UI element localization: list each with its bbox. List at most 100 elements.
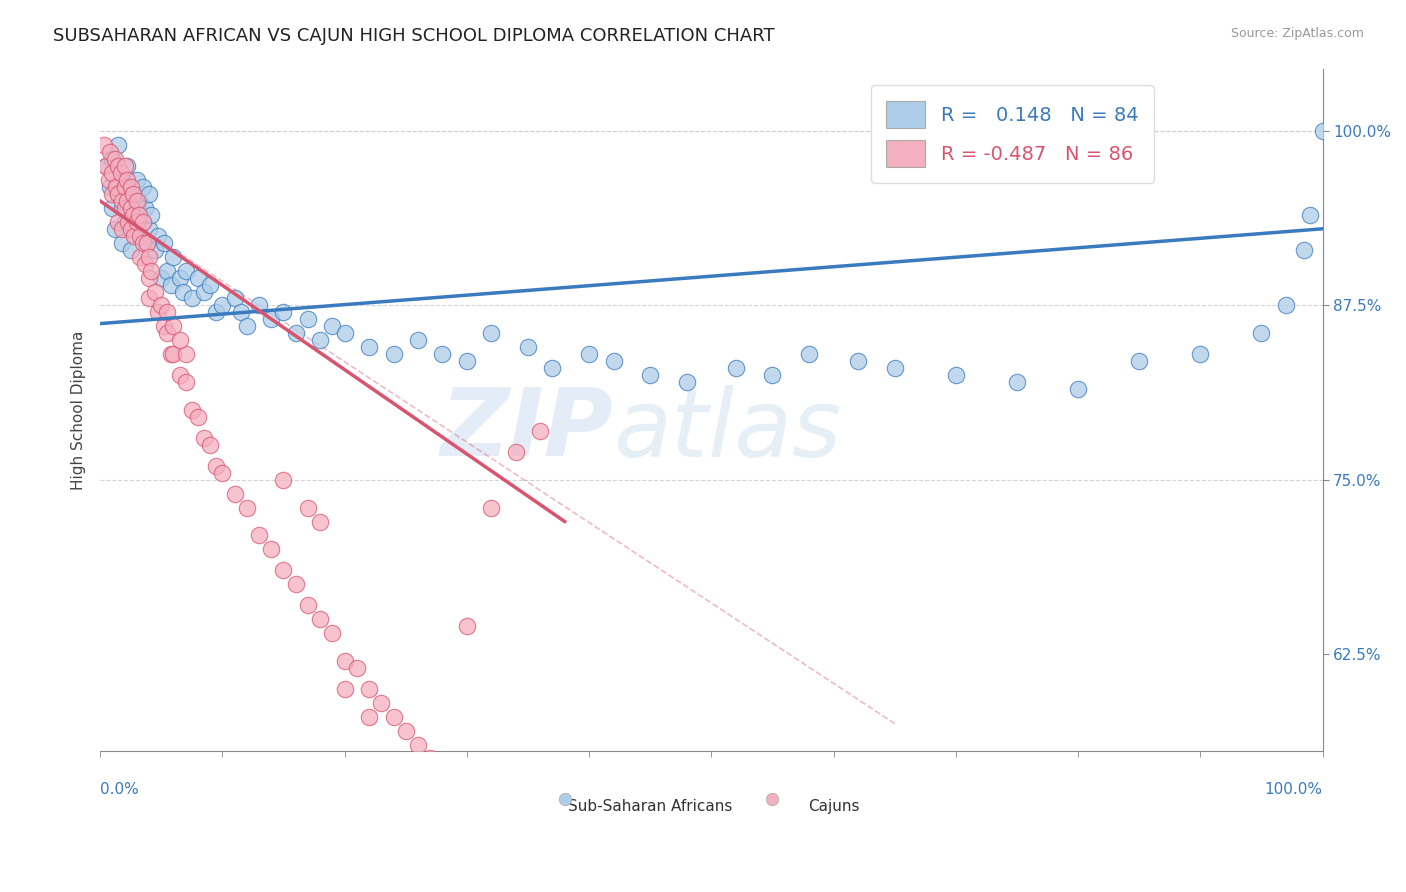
Point bbox=[172, 285, 194, 299]
Point bbox=[132, 215, 155, 229]
Point bbox=[479, 326, 502, 341]
Point bbox=[333, 654, 356, 668]
Point bbox=[129, 228, 152, 243]
Point bbox=[309, 334, 332, 348]
Point bbox=[115, 194, 138, 208]
Point bbox=[117, 215, 139, 229]
Point bbox=[111, 201, 134, 215]
Point bbox=[187, 270, 209, 285]
Point bbox=[98, 145, 121, 160]
Point bbox=[797, 347, 820, 361]
Point bbox=[152, 235, 174, 250]
Point bbox=[156, 326, 179, 341]
Point bbox=[146, 228, 169, 243]
Point bbox=[169, 368, 191, 383]
Point bbox=[883, 361, 905, 376]
Point bbox=[578, 347, 600, 361]
Point bbox=[156, 263, 179, 277]
Point bbox=[115, 159, 138, 173]
Point bbox=[101, 186, 124, 201]
Point bbox=[162, 250, 184, 264]
Point bbox=[284, 577, 307, 591]
Point bbox=[174, 347, 197, 361]
Point bbox=[529, 424, 551, 438]
Point bbox=[1189, 347, 1212, 361]
Point bbox=[260, 312, 283, 326]
Point bbox=[111, 222, 134, 236]
Point bbox=[143, 243, 166, 257]
Point bbox=[129, 250, 152, 264]
Point bbox=[761, 368, 783, 383]
Point bbox=[1299, 208, 1322, 222]
Point bbox=[273, 473, 295, 487]
Point bbox=[138, 250, 160, 264]
Point bbox=[138, 292, 160, 306]
Point bbox=[346, 661, 368, 675]
Point bbox=[110, 166, 132, 180]
Point bbox=[517, 340, 540, 354]
Point bbox=[114, 180, 136, 194]
Text: 0.0%: 0.0% bbox=[100, 782, 139, 797]
Point bbox=[193, 431, 215, 445]
Point bbox=[229, 305, 252, 319]
Point bbox=[125, 173, 148, 187]
Point bbox=[297, 598, 319, 612]
Point bbox=[114, 215, 136, 229]
Point bbox=[104, 152, 127, 166]
Point bbox=[357, 709, 380, 723]
Point bbox=[114, 180, 136, 194]
Point bbox=[122, 186, 145, 201]
Point bbox=[97, 173, 120, 187]
Point bbox=[122, 208, 145, 222]
Point bbox=[124, 228, 146, 243]
Legend: R =   0.148   N = 84, R = -0.487   N = 86: R = 0.148 N = 84, R = -0.487 N = 86 bbox=[870, 85, 1154, 183]
Point bbox=[187, 409, 209, 424]
Text: atlas: atlas bbox=[613, 385, 842, 476]
Point bbox=[419, 751, 441, 765]
Point bbox=[638, 368, 661, 383]
Point bbox=[205, 458, 228, 473]
Point bbox=[297, 312, 319, 326]
Point bbox=[1312, 124, 1334, 138]
Point bbox=[505, 445, 527, 459]
Point bbox=[150, 270, 173, 285]
Point bbox=[676, 375, 699, 389]
Point bbox=[101, 152, 124, 166]
Point bbox=[114, 159, 136, 173]
Point bbox=[297, 500, 319, 515]
Point bbox=[180, 292, 202, 306]
Point bbox=[309, 612, 332, 626]
Text: Cajuns: Cajuns bbox=[808, 799, 859, 814]
Point bbox=[138, 222, 160, 236]
Point bbox=[382, 347, 405, 361]
Point bbox=[150, 298, 173, 312]
Point bbox=[211, 298, 233, 312]
Point bbox=[1294, 243, 1316, 257]
Point bbox=[174, 375, 197, 389]
Point bbox=[98, 180, 121, 194]
Point bbox=[1005, 375, 1028, 389]
Point bbox=[1067, 382, 1090, 396]
Point bbox=[105, 180, 128, 194]
Point bbox=[96, 159, 118, 173]
Point bbox=[198, 438, 221, 452]
Point bbox=[432, 765, 454, 780]
Point bbox=[1275, 298, 1298, 312]
Point bbox=[174, 263, 197, 277]
Text: ZIP: ZIP bbox=[440, 384, 613, 476]
Point bbox=[134, 257, 156, 271]
Point bbox=[236, 500, 259, 515]
Point bbox=[205, 305, 228, 319]
Point bbox=[169, 270, 191, 285]
Point bbox=[135, 235, 157, 250]
Point bbox=[162, 319, 184, 334]
Point bbox=[395, 723, 418, 738]
Point bbox=[602, 354, 624, 368]
Point bbox=[128, 194, 150, 208]
Point bbox=[198, 277, 221, 292]
Point bbox=[724, 361, 747, 376]
Point bbox=[443, 780, 465, 794]
Point bbox=[132, 180, 155, 194]
Point bbox=[111, 194, 134, 208]
Point bbox=[479, 500, 502, 515]
